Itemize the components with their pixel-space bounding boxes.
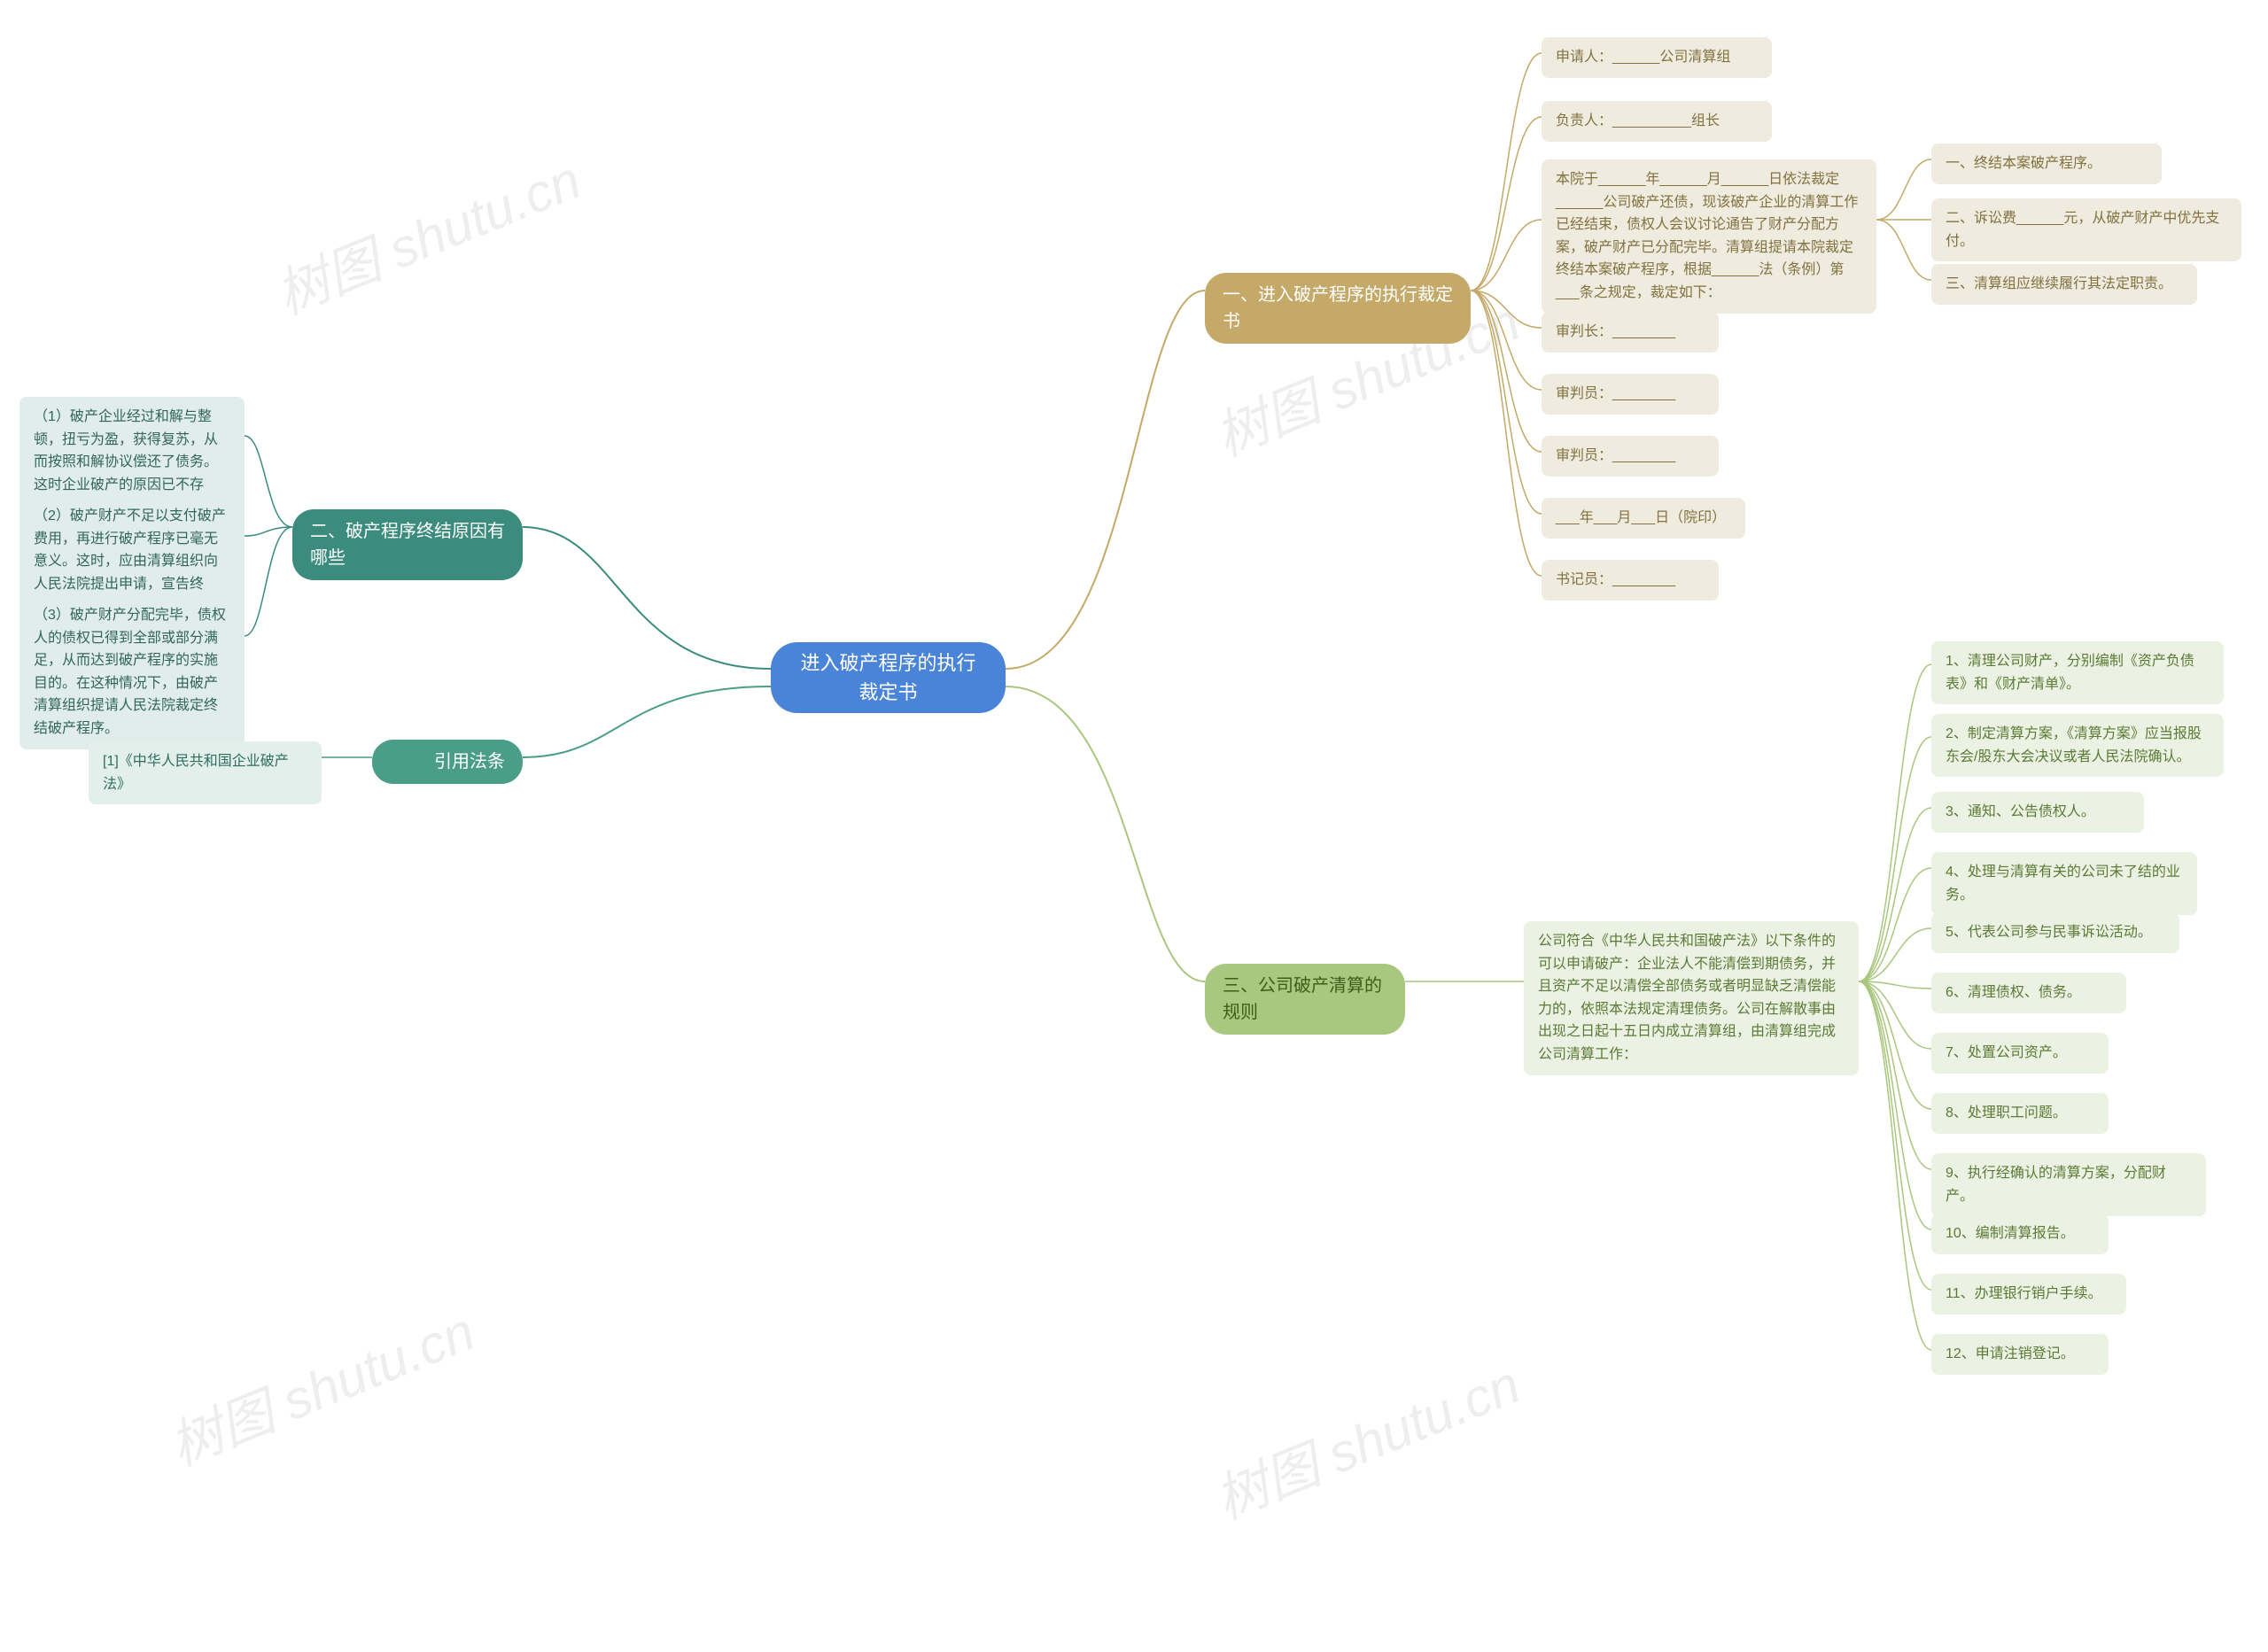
branch3-leaf[interactable]: 10、编制清算报告。 [1931, 1214, 2109, 1254]
leaf-text: 5、代表公司参与民事诉讼活动。 [1946, 921, 2152, 944]
leaf-text: 6、清理债权、债务。 [1946, 981, 2081, 1004]
leaf-text: 一、终结本案破产程序。 [1946, 152, 2101, 175]
branch3-leaf[interactable]: 2、制定清算方案，《清算方案》应当报股东会/股东大会决议或者人民法院确认。 [1931, 714, 2224, 777]
branch1-node[interactable]: 一、进入破产程序的执行裁定书 [1205, 273, 1471, 344]
branch3-leaf[interactable]: 5、代表公司参与民事诉讼活动。 [1931, 912, 2179, 953]
branch1-label: 一、进入破产程序的执行裁定书 [1223, 282, 1453, 335]
branch3-leaf[interactable]: 11、办理银行销户手续。 [1931, 1274, 2126, 1315]
branch3-leaf[interactable]: 6、清理债权、债务。 [1931, 973, 2126, 1013]
leaf-text: 11、办理银行销户手续。 [1946, 1283, 2102, 1306]
branch1-sub-leaf[interactable]: 三、清算组应继续履行其法定职责。 [1931, 264, 2197, 305]
branch1-sub-leaf[interactable]: 一、终结本案破产程序。 [1931, 143, 2162, 184]
leaf-text: 书记员：________ [1556, 569, 1675, 592]
branch3-label: 三、公司破产清算的规则 [1223, 973, 1387, 1026]
branch2-node[interactable]: 二、破产程序终结原因有哪些 [292, 509, 523, 580]
leaf-text: （3）破产财产分配完毕，债权人的债权已得到全部或部分满足，从而达到破产程序的实施… [34, 604, 230, 741]
branch1-leaf[interactable]: 负责人：__________组长 [1542, 101, 1772, 142]
leaf-text: 8、处理职工问题。 [1946, 1102, 2067, 1125]
leaf-text: ___年___月___日（院印） [1556, 507, 1726, 530]
branch1-leaf[interactable]: 审判员：________ [1542, 436, 1719, 477]
branch4-label: 引用法条 [434, 748, 505, 775]
root-node[interactable]: 进入破产程序的执行裁定书 [771, 642, 1006, 713]
branch3-leaf[interactable]: 4、处理与清算有关的公司未了结的业务。 [1931, 852, 2197, 915]
leaf-text: 公司符合《中华人民共和国破产法》以下条件的可以申请破产：企业法人不能清偿到期债务… [1538, 930, 1845, 1066]
branch1-leaf[interactable]: 申请人：______公司清算组 [1542, 37, 1772, 78]
watermark: 树图 shutu.cn [263, 137, 591, 330]
leaf-text: 12、申请注销登记。 [1946, 1343, 2075, 1366]
leaf-text: 3、通知、公告债权人。 [1946, 801, 2095, 824]
branch3-node[interactable]: 三、公司破产清算的规则 [1205, 964, 1405, 1035]
branch4-leaf[interactable]: [1]《中华人民共和国企业破产法》 [89, 741, 322, 804]
branch4-node[interactable]: 引用法条 [372, 740, 523, 784]
leaf-text: 本院于______年______月______日依法裁定______公司破产还债… [1556, 168, 1862, 305]
leaf-text: 1、清理公司财产，分别编制《资产负债表》和《财产清单》。 [1946, 650, 2210, 695]
branch1-leaf[interactable]: 书记员：________ [1542, 560, 1719, 601]
branch1-sub-leaf[interactable]: 二、诉讼费______元，从破产财产中优先支付。 [1931, 198, 2241, 261]
edges-layer [0, 0, 2268, 1652]
leaf-text: 2、制定清算方案，《清算方案》应当报股东会/股东大会决议或者人民法院确认。 [1946, 723, 2210, 768]
branch3-leaf[interactable]: 9、执行经确认的清算方案，分配财产。 [1931, 1153, 2206, 1216]
branch2-leaf[interactable]: （3）破产财产分配完毕，债权人的债权已得到全部或部分满足，从而达到破产程序的实施… [19, 595, 245, 749]
leaf-text: 审判员：________ [1556, 445, 1675, 468]
branch3-leaf[interactable]: 7、处置公司资产。 [1931, 1033, 2109, 1074]
branch1-leaf[interactable]: 本院于______年______月______日依法裁定______公司破产还债… [1542, 159, 1876, 314]
leaf-text: 7、处置公司资产。 [1946, 1042, 2067, 1065]
branch3-leaf[interactable]: 12、申请注销登记。 [1931, 1334, 2109, 1375]
leaf-text: 10、编制清算报告。 [1946, 1222, 2075, 1245]
leaf-text: 申请人：______公司清算组 [1556, 46, 1730, 69]
watermark: 树图 shutu.cn [1202, 1342, 1530, 1534]
leaf-text: 审判员：________ [1556, 383, 1675, 406]
leaf-text: 二、诉讼费______元，从破产财产中优先支付。 [1946, 207, 2227, 252]
branch1-leaf[interactable]: 审判员：________ [1542, 374, 1719, 415]
leaf-text: 审判长：________ [1556, 321, 1675, 344]
branch1-leaf[interactable]: ___年___月___日（院印） [1542, 498, 1745, 539]
branch3-leaf[interactable]: 1、清理公司财产，分别编制《资产负债表》和《财产清单》。 [1931, 641, 2224, 704]
leaf-text: 三、清算组应继续履行其法定职责。 [1946, 273, 2172, 296]
root-label: 进入破产程序的执行裁定书 [794, 648, 983, 707]
branch3-intro[interactable]: 公司符合《中华人民共和国破产法》以下条件的可以申请破产：企业法人不能清偿到期债务… [1524, 921, 1859, 1075]
branch1-leaf[interactable]: 审判长：________ [1542, 312, 1719, 353]
branch3-leaf[interactable]: 8、处理职工问题。 [1931, 1093, 2109, 1134]
leaf-text: 4、处理与清算有关的公司未了结的业务。 [1946, 861, 2183, 906]
branch3-leaf[interactable]: 3、通知、公告债权人。 [1931, 792, 2144, 833]
branch2-label: 二、破产程序终结原因有哪些 [310, 518, 505, 571]
leaf-text: 9、执行经确认的清算方案，分配财产。 [1946, 1162, 2192, 1207]
leaf-text: [1]《中华人民共和国企业破产法》 [103, 750, 307, 795]
watermark: 树图 shutu.cn [157, 1289, 485, 1481]
leaf-text: 负责人：__________组长 [1556, 110, 1720, 133]
